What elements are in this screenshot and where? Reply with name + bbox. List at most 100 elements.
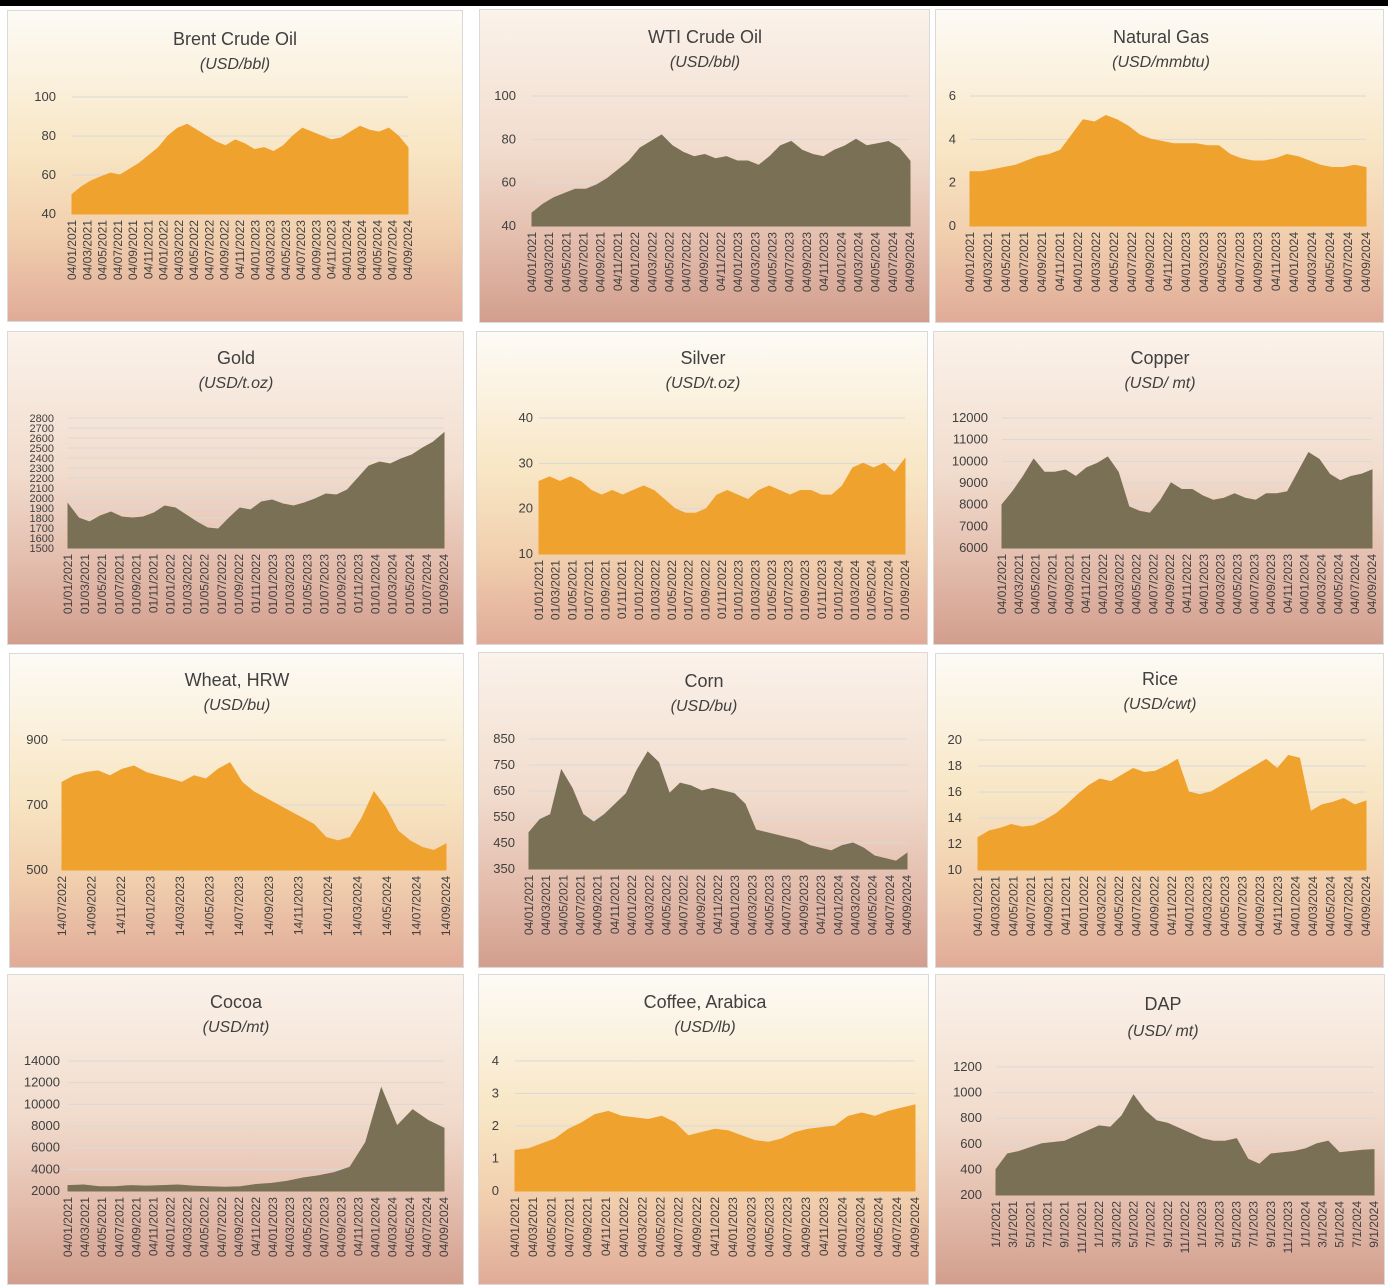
- x-tick-label: 11/1/2022: [1178, 1201, 1192, 1254]
- x-tick-label: 04/07/2021: [1017, 232, 1031, 292]
- y-tick-label: 200: [960, 1187, 982, 1202]
- x-tick-label: 04/03/2023: [745, 875, 759, 935]
- y-tick-label: 2: [949, 175, 956, 190]
- x-tick-label: 04/01/2023: [1197, 554, 1211, 614]
- x-tick-label: 04/05/2023: [1218, 876, 1232, 936]
- x-tick-label: 01/11/2023: [352, 554, 366, 613]
- x-tick-label: 04/03/2022: [1113, 554, 1127, 614]
- chart-title: Brent Crude Oil: [173, 29, 297, 49]
- x-tick-label: 04/05/2022: [1130, 554, 1144, 614]
- x-tick-label: 01/03/2022: [648, 560, 662, 620]
- x-tick-label: 04/07/2021: [563, 1197, 577, 1257]
- x-tick-label: 04/03/2023: [1200, 876, 1214, 936]
- y-tick-label: 1500: [30, 543, 54, 555]
- x-tick-label: 04/05/2022: [1112, 876, 1126, 936]
- x-tick-label: 04/03/2021: [80, 220, 94, 280]
- x-tick-label: 04/11/2023: [1271, 876, 1285, 935]
- y-tick-label: 2500: [30, 443, 54, 455]
- x-tick-label: 01/07/2024: [420, 554, 434, 614]
- chart-title: Rice: [1142, 669, 1178, 689]
- x-tick-label: 04/05/2021: [999, 232, 1013, 292]
- x-tick-label: 01/07/2021: [582, 560, 596, 620]
- wti-chart: WTI Crude Oil (USD/bbl) 40 60 80 100 04/01/202…: [494, 27, 917, 292]
- x-tick-label: 04/09/2023: [797, 875, 811, 935]
- x-tick-label: 04/05/2022: [187, 220, 201, 280]
- y-tick-label: 80: [502, 131, 516, 146]
- x-tick-label: 1/1/2024: [1298, 1201, 1312, 1248]
- x-tick-label: 04/03/2023: [264, 220, 278, 280]
- chart-title: Coffee, Arabica: [644, 992, 768, 1012]
- x-tick-label: 01/09/2024: [898, 560, 912, 620]
- y-tick-label: 900: [26, 732, 48, 747]
- y-tick-label: 1000: [953, 1085, 982, 1100]
- x-tick-label: 04/01/2024: [369, 1197, 383, 1257]
- x-tick-label: 04/11/2023: [814, 875, 828, 934]
- x-tick-label: 01/03/2024: [386, 554, 400, 614]
- y-tick-label: 12000: [952, 410, 988, 425]
- x-tick-label: 01/07/2022: [682, 560, 696, 620]
- x-tick-label: 04/09/2024: [1359, 232, 1373, 292]
- x-tick-label: 01/07/2023: [317, 554, 331, 614]
- y-tick-label: 12000: [24, 1075, 60, 1090]
- x-tick-label: 04/05/2021: [96, 220, 110, 280]
- x-tick-label: 04/01/2021: [522, 875, 536, 935]
- x-tick-label: 04/01/2022: [625, 875, 639, 935]
- x-tick-label: 04/07/2022: [215, 1197, 229, 1257]
- x-tick-label: 04/09/2022: [1147, 876, 1161, 936]
- x-tick-label: 04/01/2022: [1077, 876, 1091, 936]
- y-tick-label: 30: [519, 455, 533, 470]
- x-tick-label: 04/03/2024: [1305, 232, 1319, 292]
- x-tick-label: 04/01/2024: [1298, 554, 1312, 614]
- x-tick-label: 5/1/2021: [1023, 1201, 1037, 1248]
- x-tick-label: 04/09/2023: [334, 1197, 348, 1257]
- x-tick-label: 04/11/2022: [711, 875, 725, 934]
- x-tick-label: 04/03/2021: [78, 1197, 92, 1257]
- chart-panel-corn: Corn (USD/bu) 350 450 550 650 750 850 04/01/2021…: [478, 652, 928, 968]
- x-tick-label: 04/07/2023: [1236, 876, 1250, 936]
- x-tick-label: 04/01/2022: [164, 1197, 178, 1257]
- brent-chart: Brent Crude Oil (USD/bbl) 40 60 80 100 04/01/2…: [34, 29, 415, 280]
- x-tick-label: 04/03/2024: [1306, 876, 1320, 936]
- x-tick-label: 01/07/2024: [881, 560, 895, 620]
- y-tick-label: 0: [492, 1183, 499, 1198]
- x-tick-label: 04/01/2024: [340, 220, 354, 280]
- x-tick-label: 04/01/2024: [834, 232, 848, 292]
- x-tick-label: 11/1/2021: [1075, 1201, 1089, 1254]
- y-tick-label: 40: [519, 410, 533, 425]
- x-tick-label: 01/01/2024: [369, 554, 383, 614]
- cocoa-chart: Cocoa (USD/mt) 2000 4000 6000 8000 10000 12000 1…: [24, 992, 451, 1257]
- y-tick-label: 100: [34, 89, 56, 104]
- area-series: [67, 1086, 445, 1192]
- chart-panel-gold: Gold (USD/t.oz) 1500 1600 1700 1800 1900 2000 21…: [7, 331, 464, 645]
- x-tick-label: 04/11/2021: [146, 1197, 160, 1256]
- x-tick-label: 04/07/2023: [1247, 554, 1261, 614]
- x-tick-label: 04/05/2021: [544, 1197, 558, 1257]
- x-tick-label: 04/01/2021: [508, 1197, 522, 1257]
- y-tick-label: 0: [949, 218, 956, 233]
- x-tick-label: 01/05/2022: [665, 560, 679, 620]
- x-tick-label: 04/07/2021: [577, 232, 591, 292]
- x-tick-label: 04/09/2023: [1253, 876, 1267, 936]
- chart-title: WTI Crude Oil: [648, 27, 762, 47]
- x-tick-label: 04/09/2023: [1251, 232, 1265, 292]
- y-tick-label: 750: [493, 757, 515, 772]
- x-tick-label: 04/11/2021: [141, 220, 155, 279]
- x-tick-label: 04/11/2021: [608, 875, 622, 934]
- x-tick-label: 04/03/2023: [744, 1197, 758, 1257]
- x-tick-label: 04/11/2023: [352, 1197, 366, 1256]
- x-tick-label: 04/11/2022: [1161, 232, 1175, 291]
- area-series: [1001, 451, 1373, 549]
- x-tick-label: 3/1/2024: [1315, 1201, 1329, 1248]
- x-tick-label: 14/01/2023: [144, 876, 158, 936]
- x-tick-label: 04/03/2021: [989, 876, 1003, 936]
- x-tick-label: 04/07/2023: [781, 1197, 795, 1257]
- x-tick-label: 04/03/2023: [283, 1197, 297, 1257]
- y-tick-label: 14: [948, 810, 962, 825]
- y-tick-label: 700: [26, 797, 48, 812]
- x-tick-label: 01/01/2024: [831, 560, 845, 620]
- chart-panel-dap: DAP (USD/ mt) 200 400 600 800 1000 1200 1/1/2021…: [935, 974, 1385, 1285]
- y-tick-label: 60: [42, 167, 56, 182]
- chart-panel-brent: Brent Crude Oil (USD/bbl) 40 60 80 100 04/01/2…: [7, 10, 463, 322]
- chart-unit: (USD/bu): [671, 698, 738, 715]
- x-tick-label: 04/05/2021: [1029, 554, 1043, 614]
